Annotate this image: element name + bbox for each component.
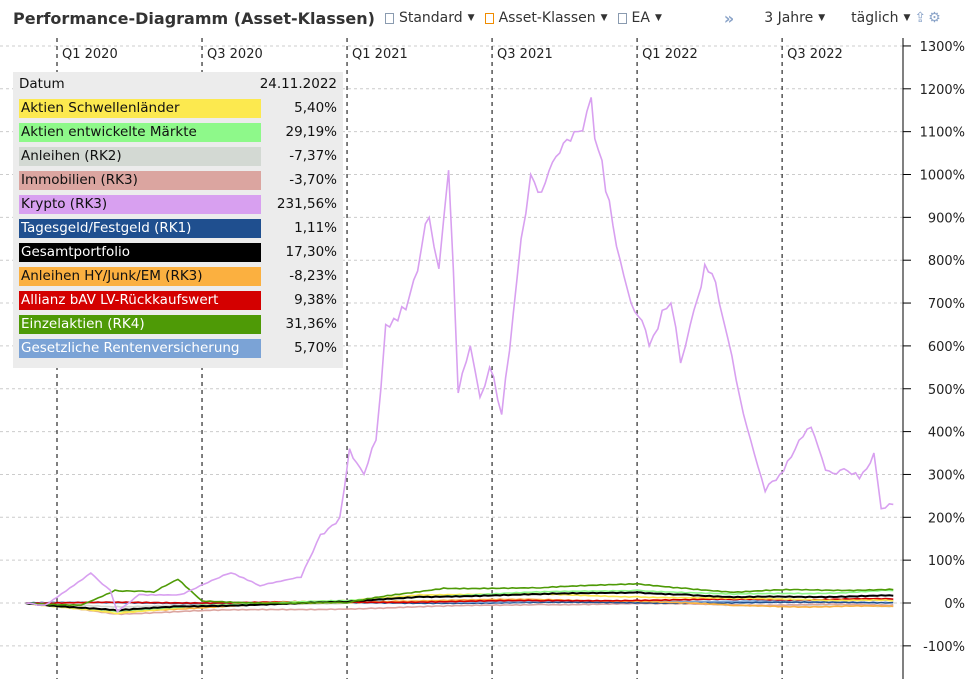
x-tick-label: Q3 2020 <box>207 47 263 62</box>
y-tick-label: 500% <box>928 383 965 398</box>
legend-item-value: 231,56% <box>276 196 337 212</box>
x-tick-label: Q3 2022 <box>787 47 843 62</box>
legend-item-label: Anleihen HY/Junk/EM (RK3) <box>19 266 261 286</box>
legend-item-value: 1,11% <box>294 220 337 236</box>
y-tick-label: 100% <box>928 554 965 569</box>
interval-dropdown[interactable]: täglich ▼ <box>851 10 910 26</box>
standard-dropdown[interactable]: Standard ▼ <box>384 10 475 26</box>
x-tick-label: Q3 2021 <box>497 47 553 62</box>
date-label: Datum <box>19 76 65 92</box>
chart-title: Performance-Diagramm (Asset-Klassen) <box>13 8 375 28</box>
legend-item-label: Allianz bAV LV-Rückkaufswert <box>19 290 261 310</box>
legend-item[interactable]: Krypto (RK3) 231,56% <box>13 192 343 216</box>
y-tick-label: 0% <box>944 597 965 612</box>
range-label: 3 Jahre <box>764 10 814 26</box>
caret-down-icon: ▼ <box>903 13 911 23</box>
series-line-gesamtportfolio <box>25 591 894 612</box>
legend-item[interactable]: Aktien Schwellenländer 5,40% <box>13 96 343 120</box>
y-tick-label: 1300% <box>920 40 965 55</box>
chart-header: Performance-Diagramm (Asset-Klassen) Sta… <box>0 0 969 36</box>
legend-item-value: 17,30% <box>285 244 337 260</box>
series-line-allianz-bav-lv-r-ckkaufswert <box>25 597 894 605</box>
legend-item-label: Aktien entwickelte Märkte <box>19 122 261 142</box>
caret-down-icon: ▼ <box>818 13 826 23</box>
y-tick-label: 900% <box>928 211 965 226</box>
caret-down-icon: ▼ <box>654 13 662 23</box>
export-icon[interactable]: ⇪ <box>914 10 927 26</box>
legend-item-value: 5,70% <box>294 340 337 356</box>
legend-item[interactable]: Gesamtportfolio 17,30% <box>13 240 343 264</box>
asset-classes-label: Asset-Klassen <box>498 10 596 26</box>
legend-item-value: 9,38% <box>294 292 337 308</box>
legend-item-value: -8,23% <box>289 268 337 284</box>
legend-item[interactable]: Aktien entwickelte Märkte 29,19% <box>13 120 343 144</box>
legend-item[interactable]: Immobilien (RK3) -3,70% <box>13 168 343 192</box>
legend-item[interactable]: Gesetzliche Rentenversicherung 5,70% <box>13 336 343 360</box>
legend-item-label: Anleihen (RK2) <box>19 146 261 166</box>
legend-item[interactable]: Tagesgeld/Festgeld (RK1) 1,11% <box>13 216 343 240</box>
legend-item-label: Gesetzliche Rentenversicherung <box>19 338 261 358</box>
x-tick-label: Q1 2022 <box>642 47 698 62</box>
legend-item-value: -3,70% <box>289 172 337 188</box>
ea-dropdown[interactable]: EA ▼ <box>617 10 662 26</box>
x-tick-label: Q1 2020 <box>62 47 118 62</box>
y-tick-label: 1200% <box>920 83 965 98</box>
y-tick-label: -100% <box>923 640 965 655</box>
caret-down-icon: ▼ <box>467 13 475 23</box>
y-tick-label: 200% <box>928 511 965 526</box>
caret-down-icon: ▼ <box>600 13 608 23</box>
interval-label: täglich <box>851 10 899 26</box>
ea-label: EA <box>631 10 650 26</box>
y-tick-label: 1100% <box>920 126 965 141</box>
legend-item-label: Gesamtportfolio <box>19 242 261 262</box>
legend-item-label: Tagesgeld/Festgeld (RK1) <box>19 218 261 238</box>
asset-classes-dropdown[interactable]: Asset-Klassen ▼ <box>484 10 608 26</box>
legend-item-value: -7,37% <box>289 148 337 164</box>
gear-icon[interactable]: ⚙ <box>928 10 941 26</box>
legend-item-value: 5,40% <box>294 100 337 116</box>
legend-item[interactable]: Anleihen HY/Junk/EM (RK3) -8,23% <box>13 264 343 288</box>
legend: Datum 24.11.2022 Aktien Schwellenländer 5,… <box>13 72 343 368</box>
y-tick-label: 400% <box>928 426 965 441</box>
y-tick-label: 600% <box>928 340 965 355</box>
legend-item-label: Einzelaktien (RK4) <box>19 314 261 334</box>
legend-item[interactable]: Allianz bAV LV-Rückkaufswert 9,38% <box>13 288 343 312</box>
y-tick-label: 300% <box>928 468 965 483</box>
square-icon <box>384 12 394 24</box>
legend-date-row: Datum 24.11.2022 <box>13 72 343 96</box>
legend-item[interactable]: Einzelaktien (RK4) 31,36% <box>13 312 343 336</box>
range-dropdown[interactable]: 3 Jahre ▼ <box>764 10 825 26</box>
square-icon <box>617 12 627 24</box>
date-value: 24.11.2022 <box>259 76 337 92</box>
series-line-krypto-rk3- <box>25 97 894 613</box>
standard-label: Standard <box>398 10 463 26</box>
legend-item-label: Krypto (RK3) <box>19 194 261 214</box>
double-chevron-right-icon[interactable]: » <box>723 8 735 28</box>
series-line-einzelaktien-rk4- <box>25 578 894 607</box>
series-line-immobilien-rk3- <box>25 602 894 616</box>
legend-item-value: 31,36% <box>285 316 337 332</box>
legend-item-label: Immobilien (RK3) <box>19 170 261 190</box>
square-icon <box>484 12 494 24</box>
y-tick-label: 800% <box>928 254 965 269</box>
y-tick-label: 1000% <box>920 169 965 184</box>
legend-item-label: Aktien Schwellenländer <box>19 98 261 118</box>
legend-item[interactable]: Anleihen (RK2) -7,37% <box>13 144 343 168</box>
legend-item-value: 29,19% <box>285 124 337 140</box>
x-tick-label: Q1 2021 <box>352 47 408 62</box>
y-tick-label: 700% <box>928 297 965 312</box>
